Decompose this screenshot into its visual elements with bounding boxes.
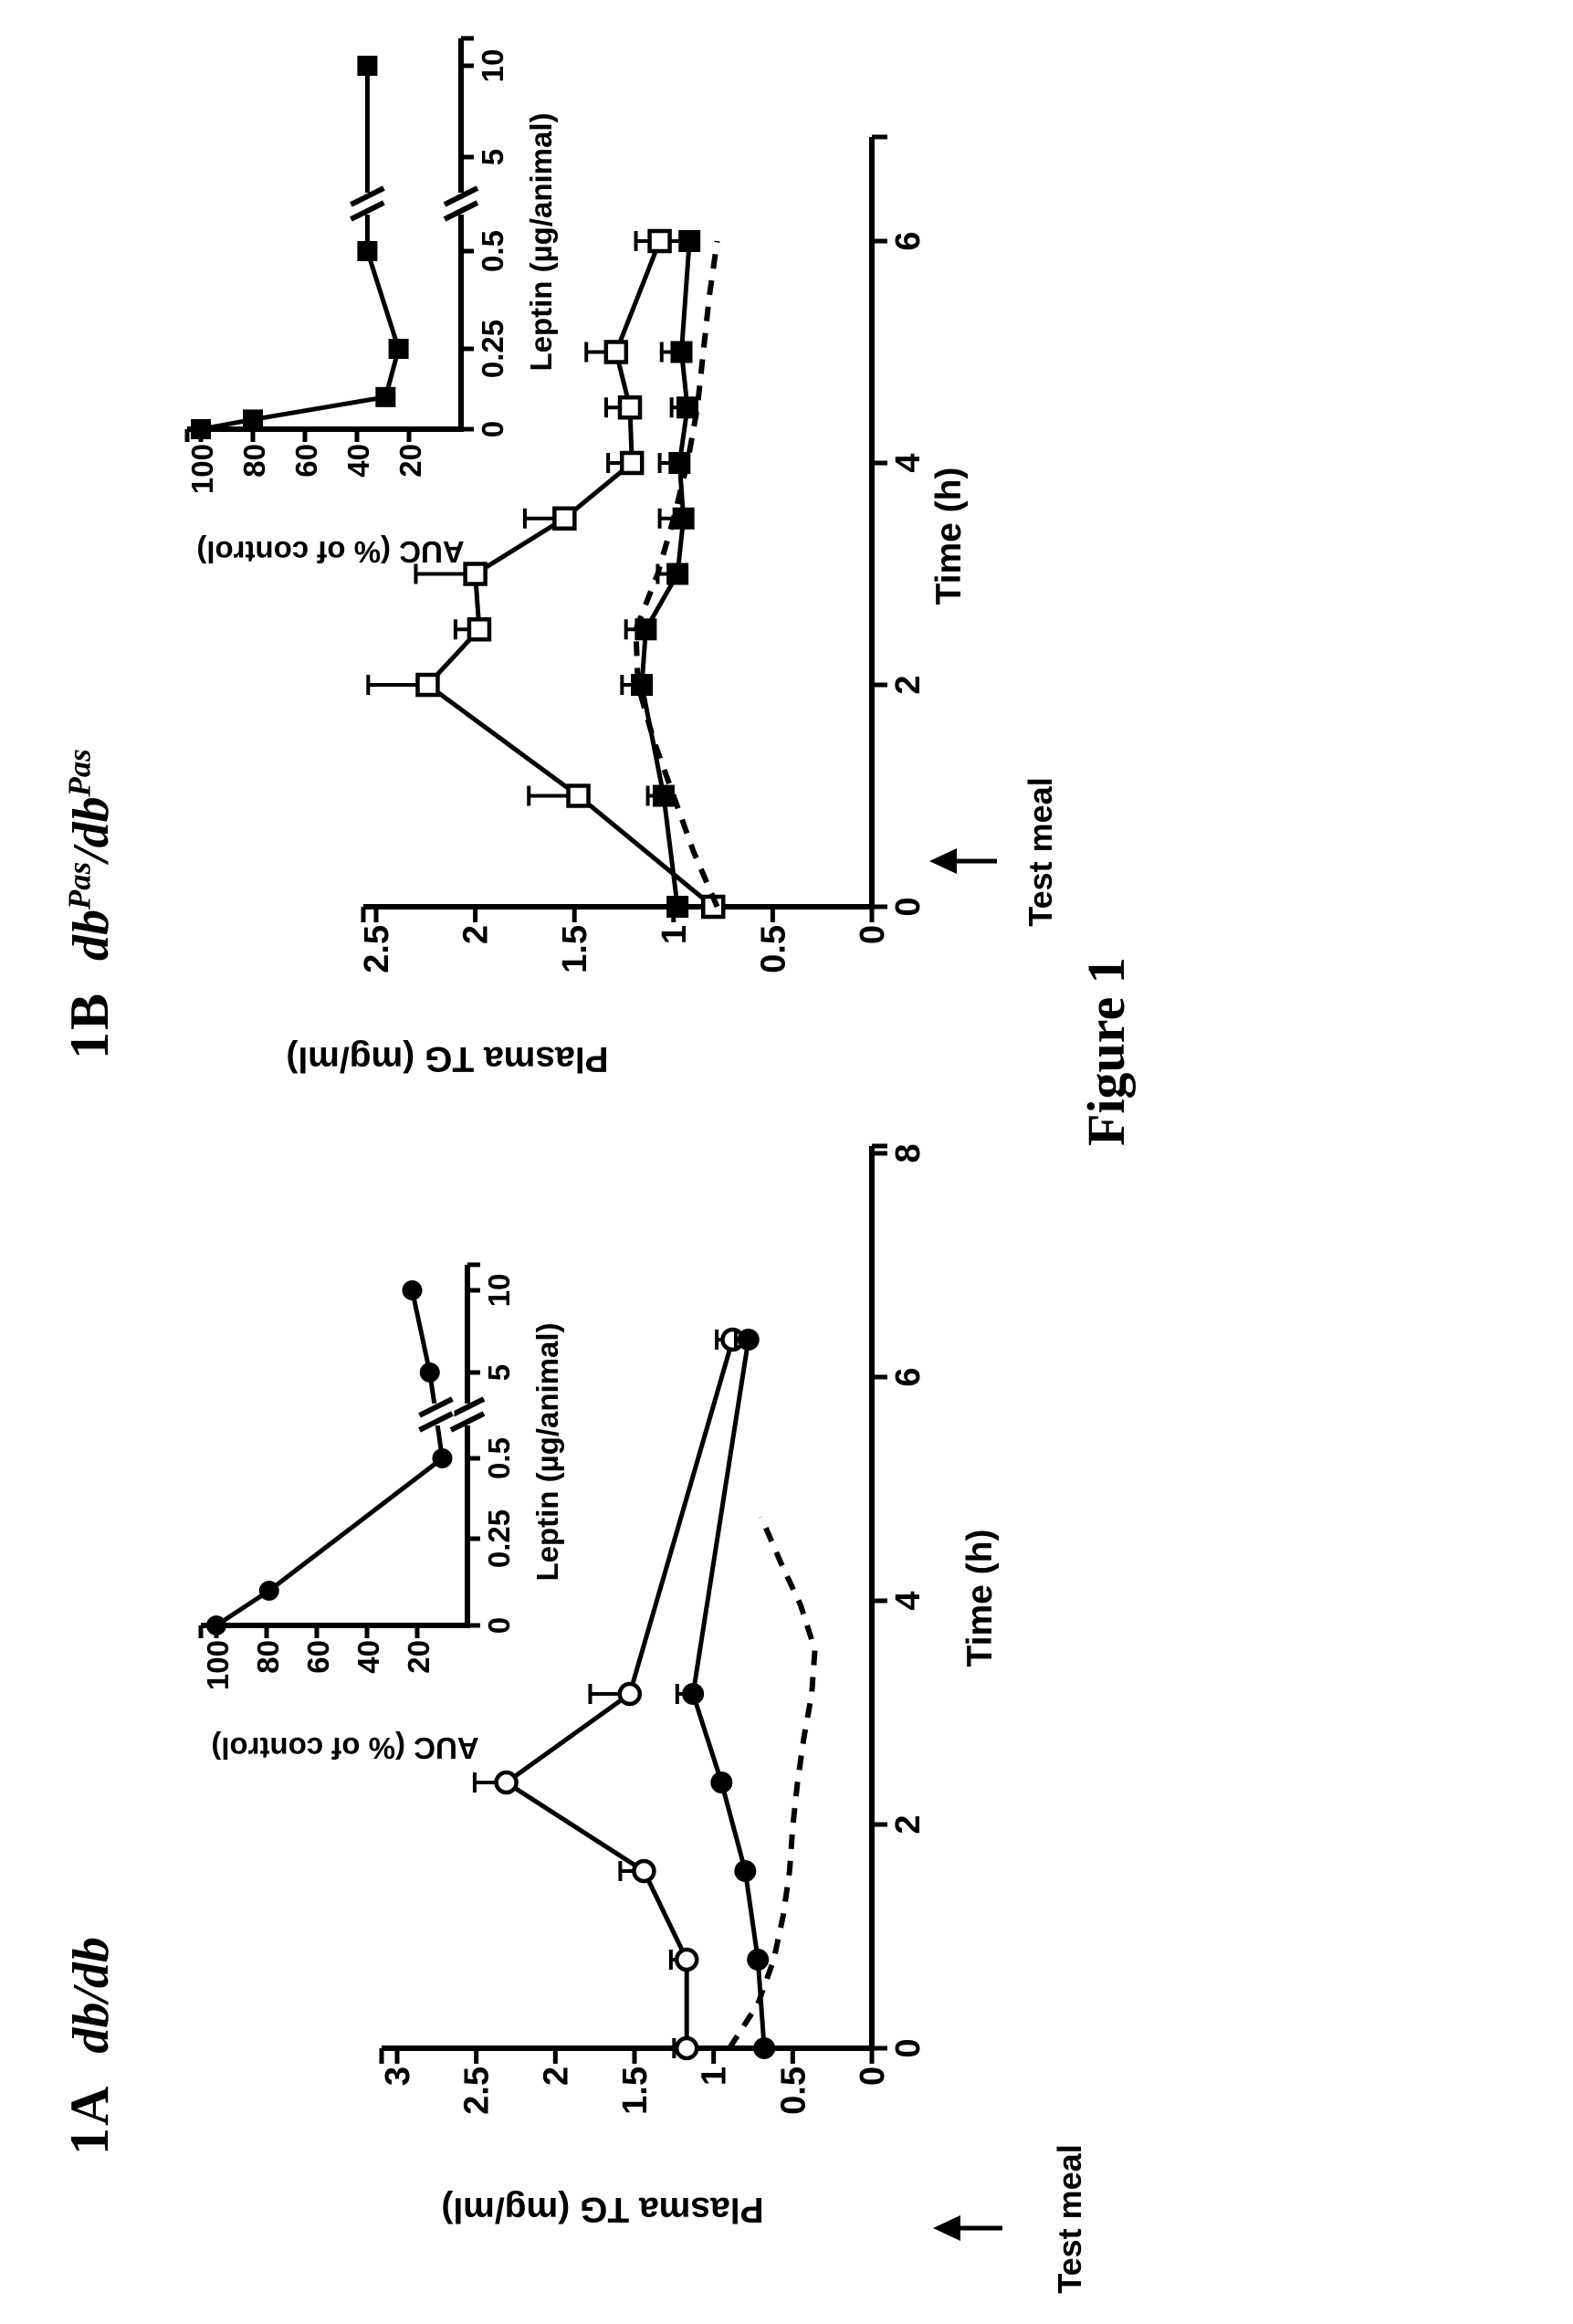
svg-text:2: 2	[889, 675, 928, 694]
svg-text:Leptin (µg/animal): Leptin (µg/animal)	[524, 112, 558, 371]
svg-text:100: 100	[185, 444, 219, 494]
svg-text:0.5: 0.5	[476, 230, 509, 272]
svg-text:2: 2	[889, 1814, 928, 1834]
series-dashed-reference	[727, 1515, 818, 2050]
svg-text:1: 1	[655, 925, 694, 944]
panel-a-main-chart: 0 2 4 6 8 0 0.5 1 1.5 2 2.5 3 Time (h) Plasma TG (mg/…	[379, 1143, 1088, 2294]
svg-text:Time (h): Time (h)	[960, 1530, 1000, 1667]
svg-text:2: 2	[537, 2066, 575, 2086]
svg-text:6: 6	[889, 231, 928, 250]
svg-text:100: 100	[201, 1640, 235, 1690]
svg-text:10: 10	[482, 1274, 516, 1308]
series-leptin-filled-square	[620, 230, 701, 918]
svg-text:Test meal: Test meal	[1022, 777, 1059, 926]
svg-text:20: 20	[393, 444, 427, 478]
svg-text:60: 60	[301, 1640, 335, 1674]
svg-text:Time (h): Time (h)	[929, 468, 969, 605]
svg-text:2.5: 2.5	[458, 2066, 497, 2115]
svg-text:4: 4	[889, 453, 928, 472]
svg-text:80: 80	[251, 1640, 285, 1674]
svg-text:0: 0	[476, 421, 509, 437]
series-auc-filled-square	[191, 56, 409, 439]
svg-text:Plasma TG (mg/ml): Plasma TG (mg/ml)	[441, 2190, 763, 2229]
svg-text:AUC (% of control): AUC (% of control)	[196, 535, 464, 569]
svg-text:AUC (% of control): AUC (% of control)	[211, 1731, 478, 1765]
svg-text:0.5: 0.5	[482, 1437, 516, 1479]
panel-b-inset-chart: 0 0.25 0.5 5 10 20 40 60 80 100 Leptin (µg/animal)…	[184, 36, 558, 569]
svg-text:8: 8	[889, 1143, 928, 1162]
svg-text:0: 0	[889, 2038, 928, 2057]
test-meal-annotation: Test meal	[929, 777, 1059, 927]
svg-text:0.25: 0.25	[482, 1509, 516, 1568]
svg-text:40: 40	[351, 1640, 385, 1674]
svg-text:0: 0	[482, 1617, 516, 1634]
svg-text:10: 10	[476, 49, 509, 83]
test-meal-annotation: Test meal	[933, 2144, 1088, 2294]
svg-text:Leptin (µg/animal): Leptin (µg/animal)	[530, 1322, 564, 1581]
svg-text:0.5: 0.5	[774, 2066, 813, 2115]
x-axis: 0 2 4 6	[869, 134, 928, 917]
svg-text:Test meal: Test meal	[1051, 2144, 1088, 2293]
svg-text:60: 60	[289, 444, 323, 478]
svg-text:80: 80	[237, 444, 271, 478]
series-leptin-filled-circle	[675, 1329, 776, 2059]
x-axis: 0 0.25 0.5 5 10	[449, 1262, 516, 1634]
svg-text:1.5: 1.5	[556, 925, 594, 973]
x-axis: 0 0.25 0.5 5 10	[443, 36, 509, 437]
svg-text:4: 4	[889, 1591, 928, 1610]
svg-text:0: 0	[854, 2066, 892, 2086]
svg-text:2: 2	[457, 925, 496, 944]
svg-text:20: 20	[402, 1640, 435, 1674]
series-control-open-square	[366, 228, 726, 920]
svg-text:6: 6	[889, 1367, 928, 1386]
svg-text:1: 1	[696, 2066, 734, 2086]
series-dashed-reference	[633, 240, 720, 909]
svg-text:2.5: 2.5	[358, 925, 396, 973]
svg-text:3: 3	[379, 2066, 417, 2086]
figure-caption: Figure 1	[1076, 957, 1136, 1146]
svg-text:Plasma TG (mg/ml): Plasma TG (mg/ml)	[286, 1039, 608, 1078]
svg-text:0: 0	[889, 897, 928, 916]
series-auc-filled-circle	[206, 1280, 455, 1635]
y-axis: 0 0.5 1 1.5 2 2.5 3	[379, 2045, 892, 2115]
panel-a-inset-chart: 0 0.25 0.5 5 10 20 40 60 80 100 Leptin (µg/animal)…	[198, 1262, 564, 1765]
svg-text:0: 0	[854, 925, 892, 944]
y-axis: 20 40 60 80 100	[198, 1623, 470, 1690]
y-axis: 20 40 60 80 100	[184, 426, 464, 494]
svg-text:1.5: 1.5	[616, 2066, 655, 2115]
svg-text:40: 40	[341, 444, 375, 478]
x-axis: 0 2 4 6 8	[869, 1143, 928, 2058]
svg-text:5: 5	[476, 149, 509, 165]
svg-text:0.25: 0.25	[476, 320, 509, 378]
svg-text:0.5: 0.5	[754, 925, 792, 973]
svg-text:5: 5	[482, 1364, 516, 1381]
